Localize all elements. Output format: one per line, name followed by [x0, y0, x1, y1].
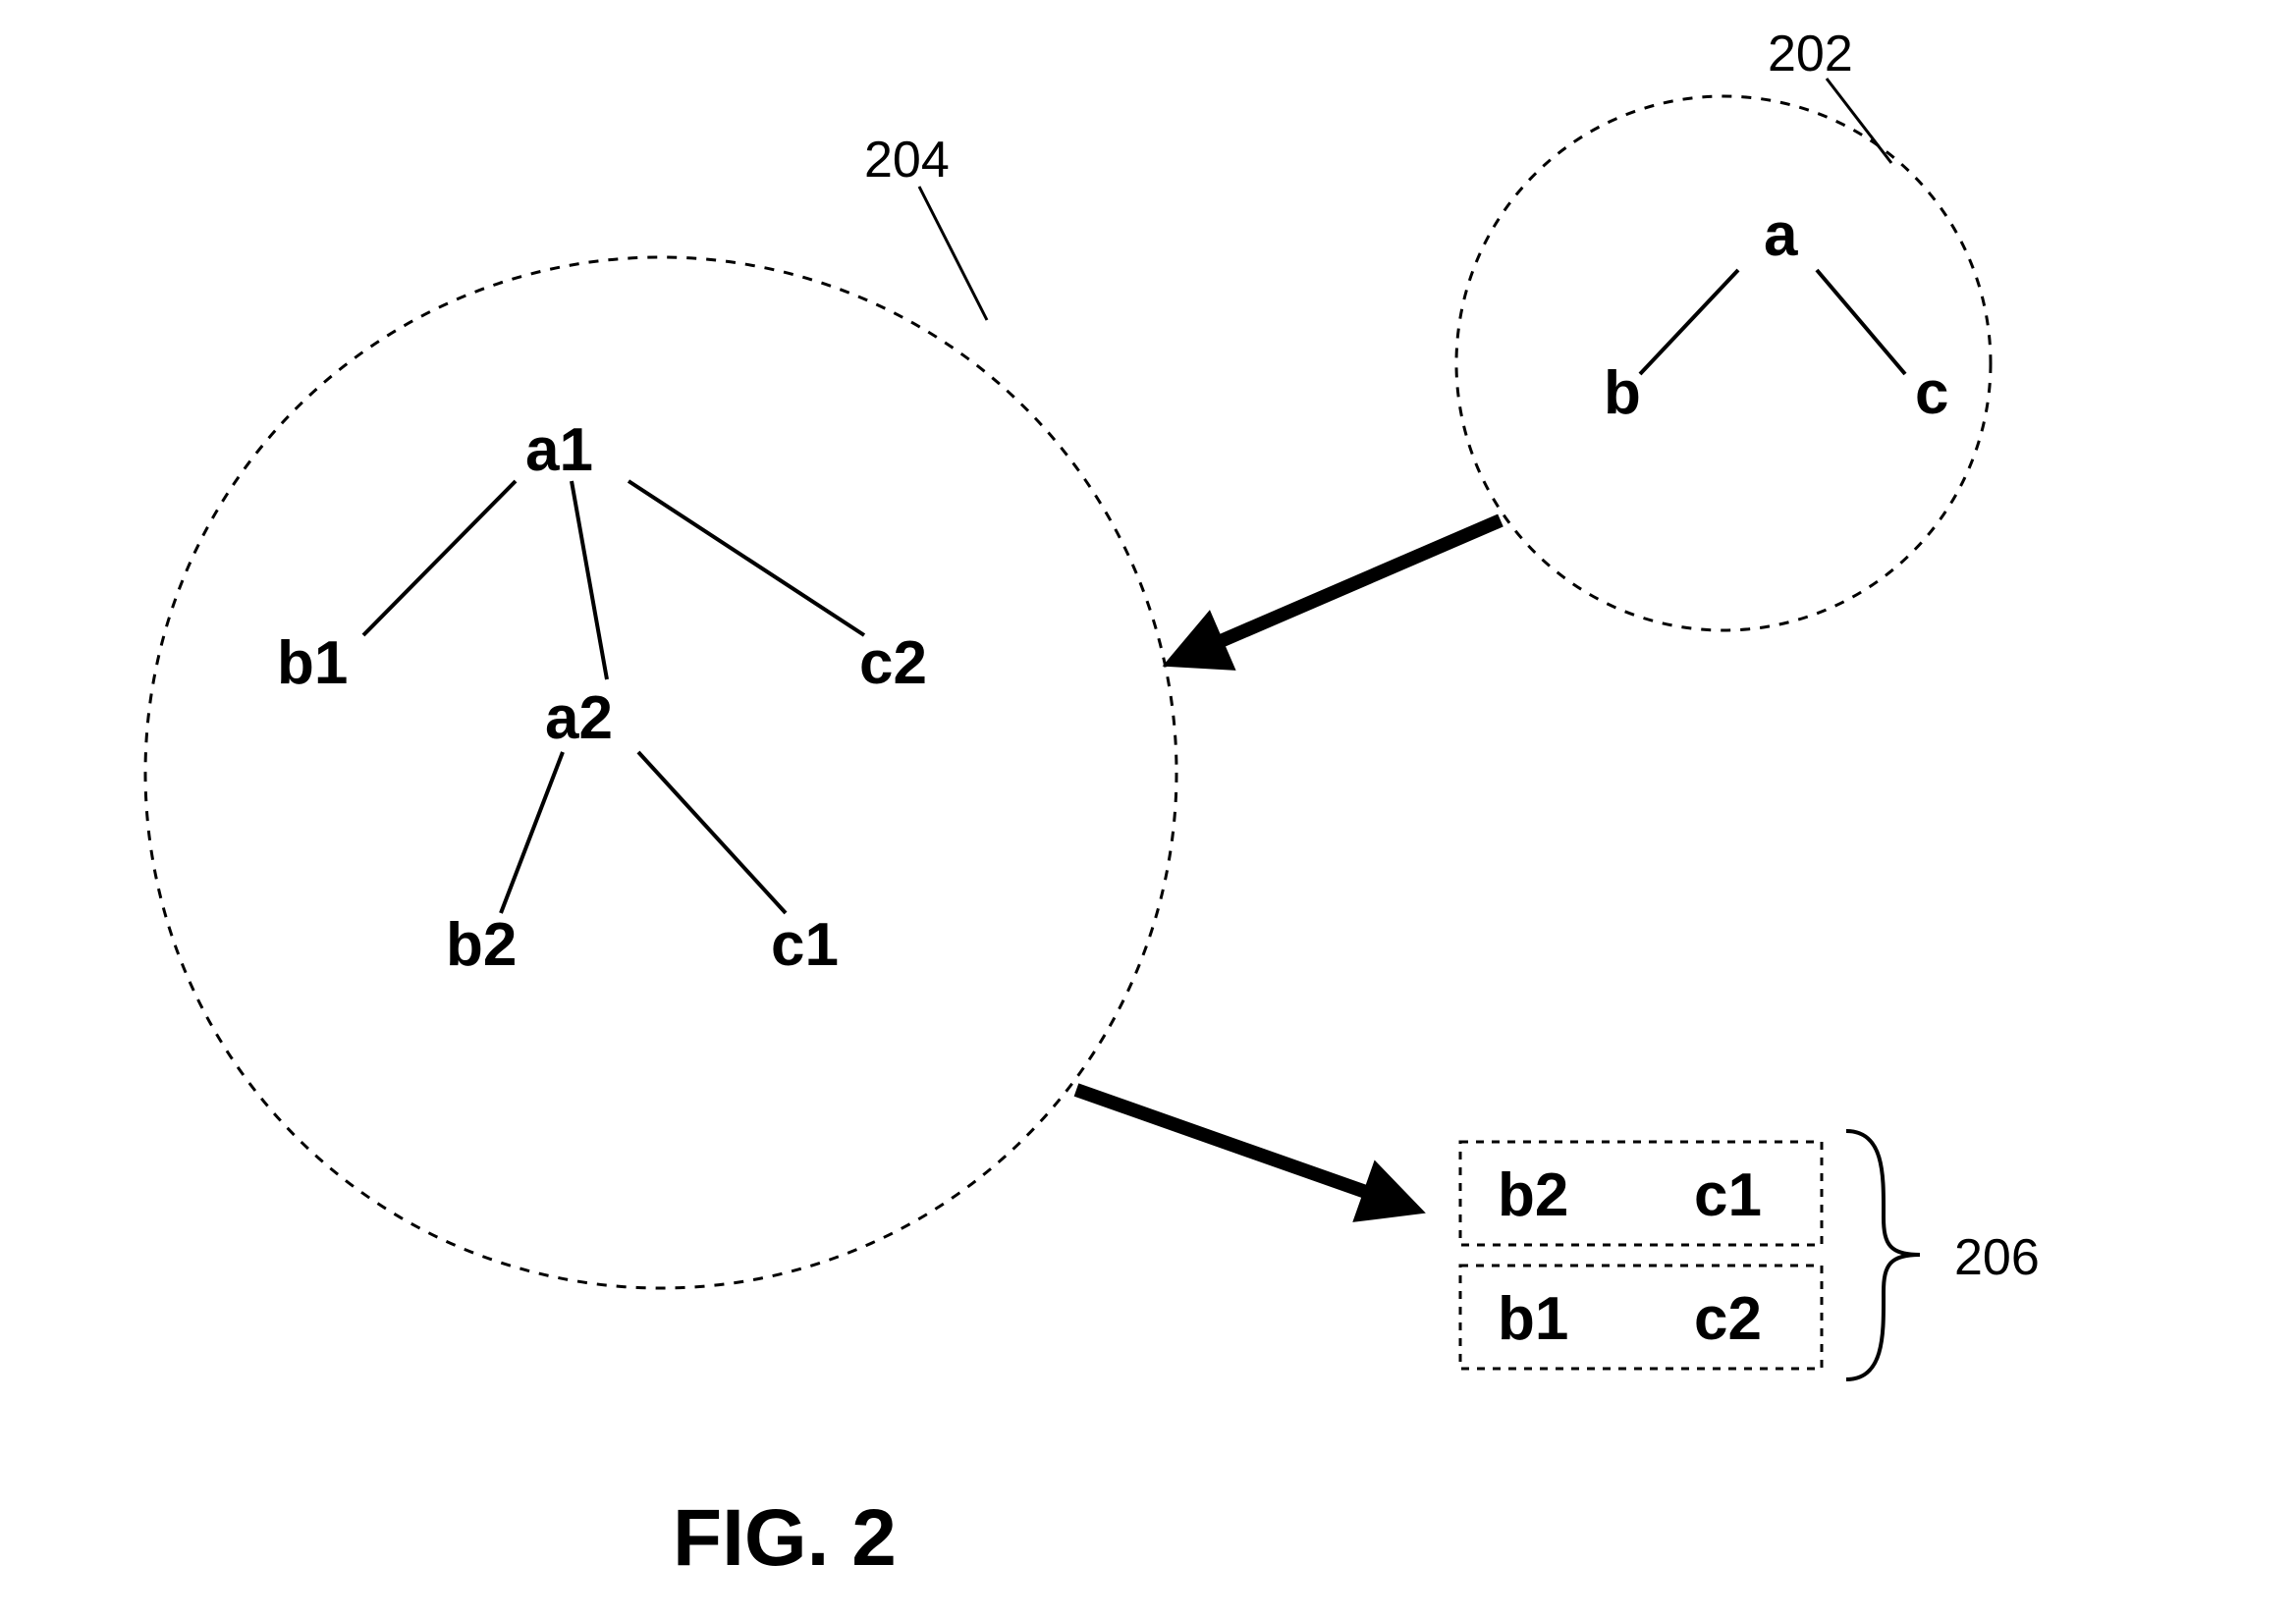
- edge-204-3: [501, 752, 563, 913]
- ref-label-206: 206: [1954, 1229, 2040, 1286]
- group-206: b2 c1 b1 c2 206: [1460, 1131, 2040, 1379]
- result-0-left: b2: [1498, 1161, 1568, 1229]
- group-204: 204 a1 b1 a2 c2 b2 c1: [145, 132, 1176, 1288]
- edge-202-1: [1817, 270, 1905, 374]
- result-1-left: b1: [1498, 1285, 1568, 1353]
- edge-204-4: [638, 752, 786, 913]
- node-c1: c1: [771, 911, 839, 979]
- brace-206: [1846, 1131, 1920, 1379]
- arrow-204-to-206: [1076, 1090, 1410, 1208]
- node-a1: a1: [525, 416, 593, 484]
- node-c2: c2: [859, 629, 927, 697]
- edge-204-2: [629, 481, 864, 635]
- node-c: c: [1915, 359, 1948, 427]
- result-1-right: c2: [1694, 1285, 1762, 1353]
- diagram-canvas: 202 a b c 204 a1 b1 a2 c2 b2 c1 b2 c1: [0, 0, 2296, 1618]
- edge-204-1: [572, 481, 607, 679]
- figure-title: FIG. 2: [673, 1493, 897, 1583]
- ref-pointer-204: [919, 187, 987, 320]
- ref-label-202: 202: [1768, 26, 1853, 82]
- circle-204: [145, 257, 1176, 1288]
- circle-202: [1456, 96, 1991, 630]
- group-202: 202 a b c: [1456, 26, 1991, 630]
- result-0-right: c1: [1694, 1161, 1762, 1229]
- ref-pointer-202: [1827, 79, 1891, 163]
- edge-204-0: [363, 481, 516, 635]
- node-a2: a2: [545, 684, 613, 752]
- node-b2: b2: [446, 911, 517, 979]
- node-b: b: [1604, 359, 1641, 427]
- edge-202-0: [1640, 270, 1738, 374]
- ref-label-204: 204: [864, 132, 950, 189]
- arrow-202-to-204: [1177, 520, 1501, 660]
- node-a: a: [1764, 201, 1798, 269]
- node-b1: b1: [277, 629, 348, 697]
